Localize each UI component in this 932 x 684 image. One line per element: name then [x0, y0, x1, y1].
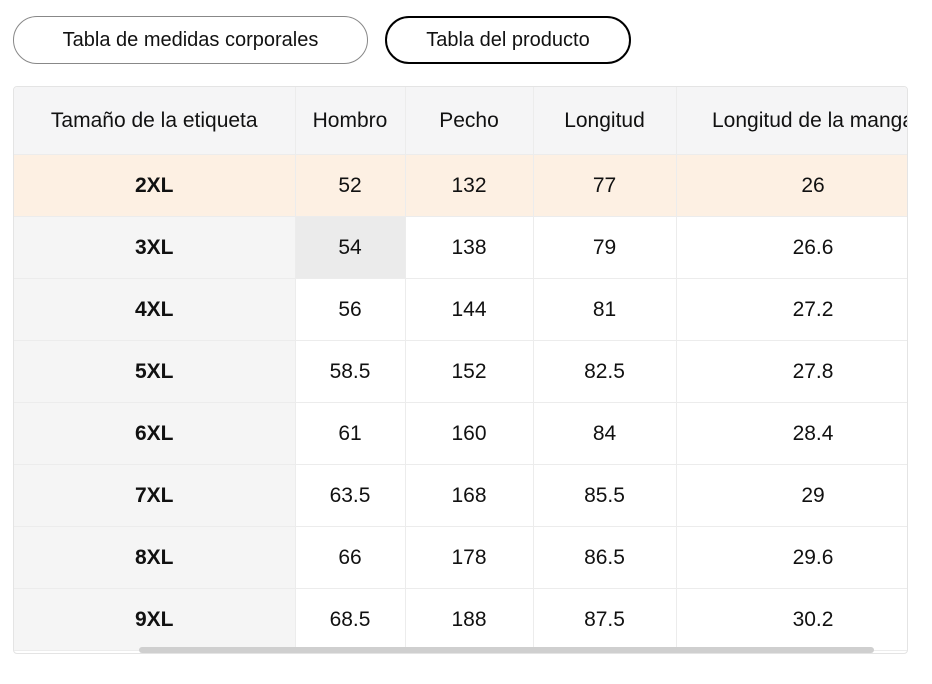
size-label: 6XL — [14, 402, 296, 465]
measure-cell: 66 — [295, 526, 406, 589]
measure-cell: 63.5 — [295, 464, 406, 527]
measure-cell: 68.5 — [295, 588, 406, 651]
measure-cell: 138 — [405, 216, 534, 279]
measure-cell: 152 — [405, 340, 534, 403]
measure-cell: 168 — [405, 464, 534, 527]
measure-cell: 79 — [533, 216, 677, 279]
header-cell: Hombro — [295, 87, 406, 155]
measure-cell: 27.8 — [676, 340, 907, 403]
size-label: 2XL — [14, 154, 296, 217]
measure-cell: 58.5 — [295, 340, 406, 403]
measure-cell: 29 — [676, 464, 907, 527]
header-cell: Longitud de la manga — [676, 87, 907, 155]
tab-button-active[interactable]: Tabla del producto — [385, 16, 631, 64]
table-container: Tamaño de la etiqueta Hombro Pecho Longitud… — [13, 86, 908, 654]
header-cell: Pecho — [405, 87, 534, 155]
measure-cell: 82.5 — [533, 340, 677, 403]
measure-cell: 84 — [533, 402, 677, 465]
size-label: 5XL — [14, 340, 296, 403]
table-row: 5XL 58.5 152 82.5 27.8 — [14, 340, 907, 403]
header-cell: Longitud — [533, 87, 677, 155]
measure-cell: 61 — [295, 402, 406, 465]
scrollbar[interactable] — [139, 647, 874, 653]
header-cell: Tamaño de la etiqueta — [14, 87, 296, 155]
table-row: 7XL 63.5 168 85.5 29 — [14, 464, 907, 527]
size-table: Tamaño de la etiqueta Hombro Pecho Longitud… — [14, 87, 907, 651]
measure-cell: 144 — [405, 278, 534, 341]
size-label: 4XL — [14, 278, 296, 341]
measure-cell: 28.4 — [676, 402, 907, 465]
measure-cell: 86.5 — [533, 526, 677, 589]
measure-cell: 81 — [533, 278, 677, 341]
header-row: Tamaño de la etiqueta Hombro Pecho Longitud… — [14, 87, 907, 155]
measure-cell: 27.2 — [676, 278, 907, 341]
measure-cell: 29.6 — [676, 526, 907, 589]
measure-cell: 87.5 — [533, 588, 677, 651]
table-row: 3XL 54 138 79 26.6 — [14, 216, 907, 279]
measure-cell: 30.2 — [676, 588, 907, 651]
measure-cell: 178 — [405, 526, 534, 589]
measure-cell: 56 — [295, 278, 406, 341]
table-row: 9XL 68.5 188 87.5 30.2 — [14, 588, 907, 651]
measure-cell: 188 — [405, 588, 534, 651]
size-label: 9XL — [14, 588, 296, 651]
measure-cell: 26.6 — [676, 216, 907, 279]
size-label: 8XL — [14, 526, 296, 589]
measure-cell: 54 — [295, 216, 406, 279]
measure-cell: 160 — [405, 402, 534, 465]
table-row: 2XL 52 132 77 26 — [14, 154, 907, 217]
tab-button[interactable]: Tabla de medidas corporales — [13, 16, 368, 64]
table-row: 6XL 61 160 84 28.4 — [14, 402, 907, 465]
size-label: 3XL — [14, 216, 296, 279]
table-row: 4XL 56 144 81 27.2 — [14, 278, 907, 341]
size-label: 7XL — [14, 464, 296, 527]
measure-cell: 132 — [405, 154, 534, 217]
measure-cell: 77 — [533, 154, 677, 217]
measure-cell: 52 — [295, 154, 406, 217]
measure-cell: 85.5 — [533, 464, 677, 527]
measure-cell: 26 — [676, 154, 907, 217]
table-row: 8XL 66 178 86.5 29.6 — [14, 526, 907, 589]
